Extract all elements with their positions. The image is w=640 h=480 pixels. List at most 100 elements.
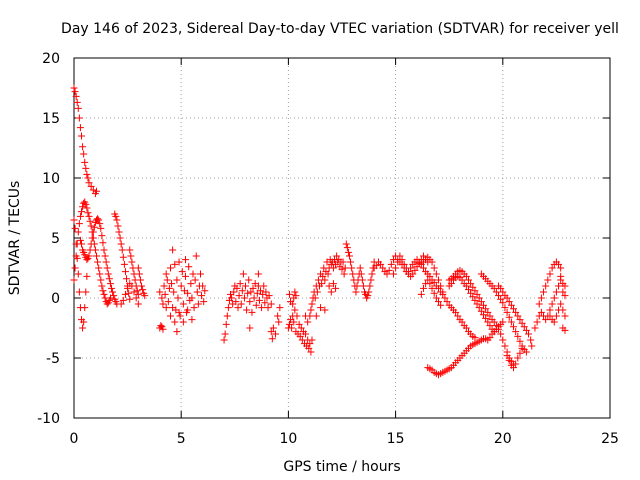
data-point: [85, 212, 93, 220]
data-point: [80, 150, 88, 158]
data-point: [469, 293, 477, 301]
data-point: [499, 299, 507, 307]
data-point: [193, 288, 201, 296]
data-point: [261, 299, 269, 307]
data-point: [400, 260, 408, 268]
data-point: [275, 318, 283, 326]
data-point: [187, 280, 195, 288]
data-point: [124, 284, 132, 292]
data-point: [343, 244, 351, 252]
data-point: [514, 332, 522, 340]
x-tick-label: 0: [70, 431, 79, 447]
data-point: [325, 282, 333, 290]
data-point: [346, 252, 354, 260]
data-point: [304, 318, 312, 326]
data-point: [274, 312, 282, 320]
data-point: [302, 312, 310, 320]
data-point: [252, 301, 260, 309]
data-point: [296, 332, 304, 340]
data-point: [174, 294, 182, 302]
data-point: [192, 252, 200, 260]
data-point: [80, 318, 88, 326]
data-point: [269, 324, 277, 332]
data-point: [188, 294, 196, 302]
data-point: [109, 288, 117, 296]
data-point: [307, 306, 315, 314]
data-point: [100, 290, 108, 298]
data-point: [189, 270, 197, 278]
data-point: [72, 252, 80, 260]
y-tick-label: 0: [51, 291, 60, 307]
data-point: [76, 236, 84, 244]
data-point: [96, 220, 104, 228]
data-point: [486, 322, 494, 330]
data-point: [505, 356, 513, 364]
data-point: [537, 308, 545, 316]
data-point: [181, 272, 189, 280]
data-point: [89, 228, 97, 236]
data-point: [240, 294, 248, 302]
data-point: [424, 276, 432, 284]
data-point: [341, 264, 349, 272]
data-point: [495, 325, 503, 333]
data-point: [365, 288, 373, 296]
data-point: [359, 282, 367, 290]
data-point: [242, 282, 250, 290]
data-point: [287, 298, 295, 306]
data-point: [464, 286, 472, 294]
y-tick-label: -5: [46, 351, 60, 367]
data-point: [82, 200, 90, 208]
data-point: [75, 288, 83, 296]
data-point: [434, 298, 442, 306]
data-point: [510, 323, 518, 331]
data-point: [83, 256, 91, 264]
data-point: [464, 276, 472, 284]
data-point: [321, 276, 329, 284]
data-point: [200, 298, 208, 306]
data-point: [555, 282, 563, 290]
data-point: [173, 276, 181, 284]
data-point: [196, 270, 204, 278]
data-point: [288, 324, 296, 332]
data-point: [95, 264, 103, 272]
data-point: [306, 340, 314, 348]
data-point: [179, 300, 187, 308]
data-point: [74, 104, 82, 112]
data-point: [505, 313, 513, 321]
y-tick-labels: -10 -5 0 5 10 15 20: [37, 51, 60, 427]
data-point: [76, 124, 84, 132]
data-point: [184, 306, 192, 314]
data-point: [112, 212, 120, 220]
data-point: [522, 326, 530, 334]
data-point: [469, 283, 477, 291]
data-point: [398, 256, 406, 264]
data-point: [516, 316, 524, 324]
data-point: [537, 294, 545, 302]
data-point: [71, 88, 79, 96]
data-point: [87, 240, 95, 248]
data-point: [99, 287, 107, 295]
data-point: [499, 336, 507, 344]
data-point: [96, 270, 104, 278]
data-point: [542, 282, 550, 290]
data-point: [417, 290, 425, 298]
data-point: [552, 288, 560, 296]
data-point: [430, 278, 438, 286]
data-point: [102, 258, 110, 266]
data-point: [477, 298, 485, 306]
data-point: [454, 312, 462, 320]
data-point: [430, 289, 438, 297]
data-point: [525, 330, 533, 338]
data-point: [490, 328, 498, 336]
data-point: [268, 335, 276, 343]
data-point: [407, 264, 415, 272]
data-point: [134, 300, 142, 308]
data-point: [128, 282, 136, 290]
data-point: [514, 354, 522, 362]
data-point: [238, 287, 246, 295]
data-point: [70, 216, 78, 224]
data-point: [389, 270, 397, 278]
data-point: [411, 266, 419, 274]
data-point: [432, 270, 440, 278]
data-point: [156, 288, 164, 296]
